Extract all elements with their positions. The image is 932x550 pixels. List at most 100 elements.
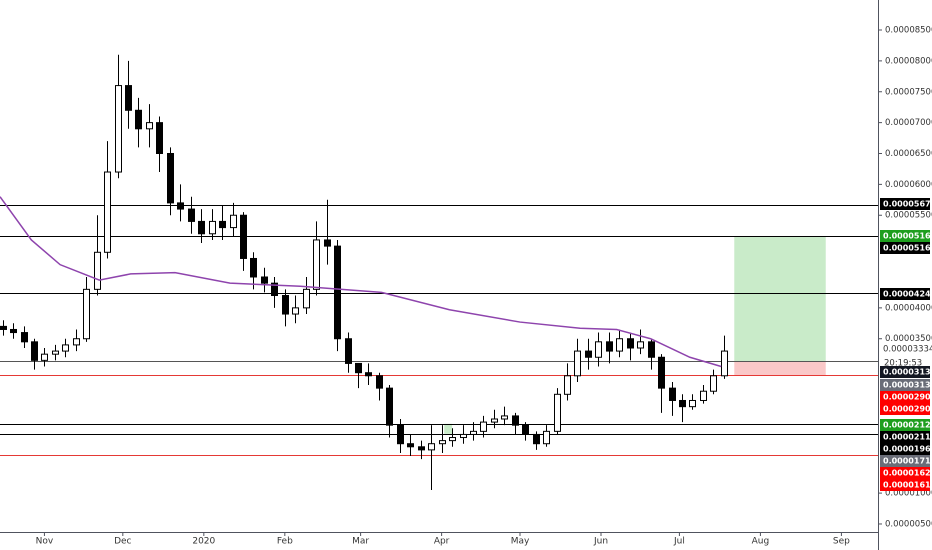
- x-tick-label: Nov: [36, 537, 54, 547]
- candle-body: [0, 325, 7, 330]
- candle-body: [10, 328, 17, 334]
- x-tick-label: Apr: [434, 537, 450, 547]
- candle-body: [616, 338, 623, 352]
- x-tick-label: Dec: [114, 537, 131, 547]
- price-label-box: [880, 479, 930, 491]
- candle-body: [94, 251, 101, 290]
- candle-body: [700, 390, 707, 401]
- y-tick-label: 0.00007000: [885, 118, 932, 128]
- price-label-box: [880, 467, 930, 479]
- candle-body: [407, 443, 414, 448]
- y-tick-label: 0.00008500: [885, 26, 932, 36]
- x-tick-label: May: [511, 537, 530, 547]
- moving-average: [0, 196, 722, 368]
- candle-body: [689, 399, 696, 408]
- candle-body: [62, 344, 69, 352]
- candle-body: [52, 350, 59, 355]
- candle-body: [209, 220, 216, 235]
- candle-body: [21, 332, 28, 343]
- candle-body: [512, 415, 519, 426]
- candle-body: [658, 356, 665, 389]
- x-tick-label: Sep: [833, 537, 850, 547]
- price-label-box: [880, 431, 930, 443]
- candle-body: [324, 239, 331, 247]
- candle-body: [271, 282, 278, 297]
- price-label: 0.00005670: [883, 200, 932, 209]
- price-label-box: [880, 391, 930, 403]
- candle-body: [386, 387, 393, 426]
- price-label: 0.00001960: [883, 445, 932, 454]
- candle-body: [574, 350, 581, 377]
- x-tick-label: Feb: [277, 537, 293, 547]
- y-tick-label: 0.00001000: [885, 489, 932, 499]
- candle-body: [637, 341, 644, 349]
- candle-body: [83, 288, 90, 340]
- candle-body: [219, 220, 226, 229]
- candle-body: [334, 245, 341, 340]
- y-tick-label: 0.00006500: [885, 149, 932, 159]
- price-label-box: [880, 379, 930, 391]
- candle-body: [198, 220, 205, 235]
- candle-body: [115, 85, 122, 173]
- candle-body: [31, 341, 38, 361]
- candle-body: [73, 338, 80, 346]
- countdown: 20:19:53: [884, 359, 922, 369]
- price-label: 0.00002904: [883, 405, 932, 414]
- price-label: 0.00003134: [883, 381, 932, 390]
- candle-body: [146, 122, 153, 130]
- candle-body: [104, 171, 111, 253]
- candle-body: [355, 362, 362, 374]
- candle-body: [480, 421, 487, 432]
- candle-body: [449, 437, 456, 442]
- candle-body: [250, 257, 257, 278]
- candle-body: [428, 443, 435, 451]
- price-label: 0.00001620: [883, 469, 932, 478]
- candle-body: [313, 239, 320, 290]
- price-label: 0.00005164: [883, 232, 932, 241]
- candle-body: [177, 202, 184, 210]
- candle-body: [710, 375, 717, 392]
- candle-body: [585, 350, 592, 358]
- price-label: 0.00002907: [883, 393, 932, 402]
- candle-body: [292, 307, 299, 315]
- candle-body: [721, 350, 728, 377]
- candle-body: [125, 85, 132, 111]
- candle-body: [460, 433, 467, 439]
- candle-body: [501, 415, 508, 420]
- candle-body: [522, 424, 529, 435]
- x-tick-label: 2020: [192, 537, 215, 547]
- price-label: 0.00003138: [883, 368, 932, 377]
- position-profit: [734, 235, 826, 362]
- candle-body: [595, 341, 602, 358]
- y-tick-label: 0.00005500: [885, 211, 932, 221]
- candle-body: [543, 430, 550, 445]
- candle-body: [606, 341, 613, 352]
- y-tick-label: 0.00008000: [885, 56, 932, 66]
- candle-body: [261, 276, 268, 284]
- candle-body: [282, 295, 289, 315]
- candle-body: [491, 418, 498, 423]
- price-label: 0.00002118: [883, 433, 932, 442]
- price-label: 0.00005162: [883, 244, 932, 253]
- x-tick-label: Mar: [352, 537, 369, 547]
- candle-body: [303, 288, 310, 309]
- x-tick-label: Aug: [752, 537, 770, 547]
- price-label-box: [880, 443, 930, 455]
- candle-body: [135, 109, 142, 130]
- candle-body: [230, 214, 237, 229]
- candle-body: [648, 341, 655, 358]
- y-tick-label: 0.00000500: [885, 519, 932, 529]
- x-tick-label: Jul: [673, 537, 685, 547]
- y-tick-label: 0.00007500: [885, 87, 932, 97]
- candle-body: [470, 430, 477, 435]
- price-label: 0.00001616: [883, 481, 932, 490]
- candle-body: [240, 214, 247, 259]
- price-label: 0.00004245: [883, 290, 932, 299]
- candle-body: [397, 424, 404, 445]
- candle-body: [669, 387, 676, 401]
- price-label: 0.00002122: [883, 421, 932, 430]
- price-label: 0.00003334: [883, 345, 932, 355]
- price-label-box: [880, 455, 930, 467]
- position-profit: [444, 423, 453, 434]
